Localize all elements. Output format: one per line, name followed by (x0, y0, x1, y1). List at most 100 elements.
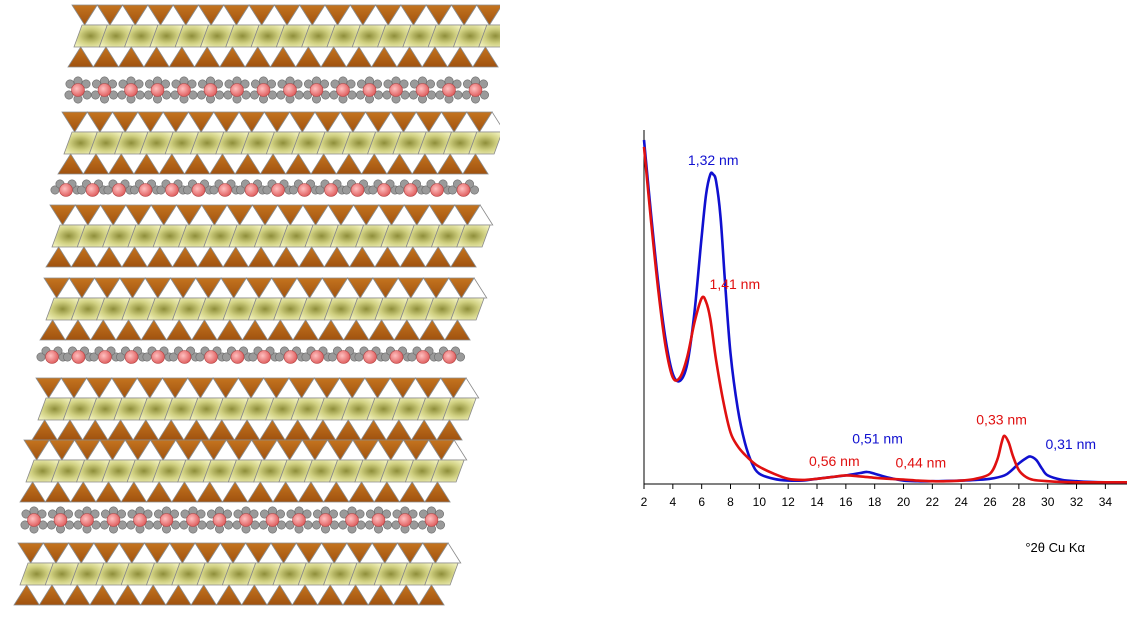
tetrahedron (323, 246, 351, 268)
tetrahedron (269, 46, 297, 68)
interlayer-cation (124, 83, 138, 97)
tetrahedron (209, 153, 236, 175)
x-tick-label: 8 (727, 495, 734, 509)
tetrahedron (348, 481, 375, 503)
tetrahedron (92, 46, 120, 68)
tetrahedron (190, 584, 218, 606)
tetrahedron (45, 246, 73, 268)
tetrahedron (64, 319, 92, 341)
tetrahedron (39, 319, 67, 341)
x-tick-label: 16 (839, 495, 853, 509)
interlayer-cation (283, 350, 298, 364)
x-tick-label: 2 (641, 495, 648, 509)
interlayer-cation (416, 350, 430, 364)
interlayer-cation (336, 350, 351, 364)
tot-layer (31, 377, 480, 441)
peak-label: 0,44 nm (896, 455, 947, 471)
interlayer-cation (371, 513, 386, 527)
tetrahedron (67, 46, 95, 68)
tetrahedron (139, 584, 167, 606)
tetrahedron (234, 153, 262, 175)
tetrahedron (133, 153, 160, 175)
octahedron (442, 397, 477, 421)
tetrahedron (115, 319, 142, 341)
tetrahedron (44, 481, 72, 503)
tetrahedron (444, 319, 471, 341)
interlayer-cation (415, 83, 430, 97)
interlayer-cation (186, 513, 200, 527)
x-tick-label: 20 (897, 495, 911, 509)
tetrahedron (386, 153, 413, 175)
interlayer-cation (71, 350, 86, 364)
interlayer-cation (165, 183, 179, 197)
tetrahedron (193, 46, 221, 68)
tetrahedron (19, 481, 47, 503)
x-tick-label: 26 (983, 495, 997, 509)
tetrahedron (385, 419, 413, 441)
tetrahedron (183, 153, 211, 175)
tetrahedron (216, 319, 244, 341)
interlayer-cation (297, 183, 312, 197)
tetrahedron (266, 319, 294, 341)
interlayer-cation (398, 513, 412, 527)
tetrahedron (392, 584, 420, 606)
tetrahedron (95, 246, 123, 268)
tetrahedron (146, 246, 174, 268)
tetrahedron (13, 584, 41, 606)
x-tick-label: 12 (781, 495, 795, 509)
tot-layer (57, 111, 500, 175)
interlayer-cation (138, 183, 153, 197)
tetrahedron (215, 584, 243, 606)
tetrahedron (335, 153, 363, 175)
interlayer-cation (150, 83, 165, 97)
interlayer-cation (244, 183, 259, 197)
tetrahedron (316, 584, 344, 606)
x-tick-label: 10 (753, 495, 767, 509)
tot-layer (67, 4, 500, 68)
tetrahedron (266, 584, 294, 606)
interlayer-cation (389, 83, 403, 97)
tetrahedron (240, 584, 268, 606)
tetrahedron (107, 153, 135, 175)
tetrahedron (140, 319, 168, 341)
tetrahedron (370, 46, 398, 68)
interlayer-cation (177, 350, 192, 364)
tetrahedron (107, 419, 134, 441)
interlayer-cation (191, 183, 206, 197)
tetrahedron (297, 481, 325, 503)
tetrahedron (157, 419, 185, 441)
tetrahedron (145, 481, 173, 503)
tetrahedron (259, 153, 287, 175)
tetrahedron (120, 481, 148, 503)
tetrahedron (446, 46, 474, 68)
tetrahedron (320, 46, 348, 68)
tetrahedron (168, 46, 196, 68)
interlayer-cation (212, 513, 227, 527)
tetrahedron (398, 481, 426, 503)
tetrahedron (38, 584, 66, 606)
interlayer-cation (271, 183, 285, 197)
tetrahedron (222, 246, 250, 268)
tetrahedron (117, 46, 145, 68)
interlayer-cation (218, 183, 232, 197)
interlayer-cation (309, 83, 324, 97)
interlayer-cation (336, 83, 350, 97)
interlayer-cation (239, 513, 253, 527)
tetrahedron (411, 153, 439, 175)
tetrahedron (284, 419, 312, 441)
interlayer-cation (292, 513, 306, 527)
tetrahedron (219, 46, 246, 68)
interlayer-cation (442, 350, 457, 364)
octahedron (478, 24, 500, 48)
interlayer-cation (350, 183, 365, 197)
interlayer-cation (324, 183, 338, 197)
tetrahedron (421, 46, 449, 68)
tetrahedron (294, 46, 322, 68)
tetrahedron (233, 419, 261, 441)
interlayer-cation (310, 350, 324, 364)
interlayer-cation (363, 350, 377, 364)
interlayer-cation (362, 83, 377, 97)
interlayer-cation (85, 183, 100, 197)
interlayer-cation (377, 183, 391, 197)
tetrahedron (89, 584, 116, 606)
